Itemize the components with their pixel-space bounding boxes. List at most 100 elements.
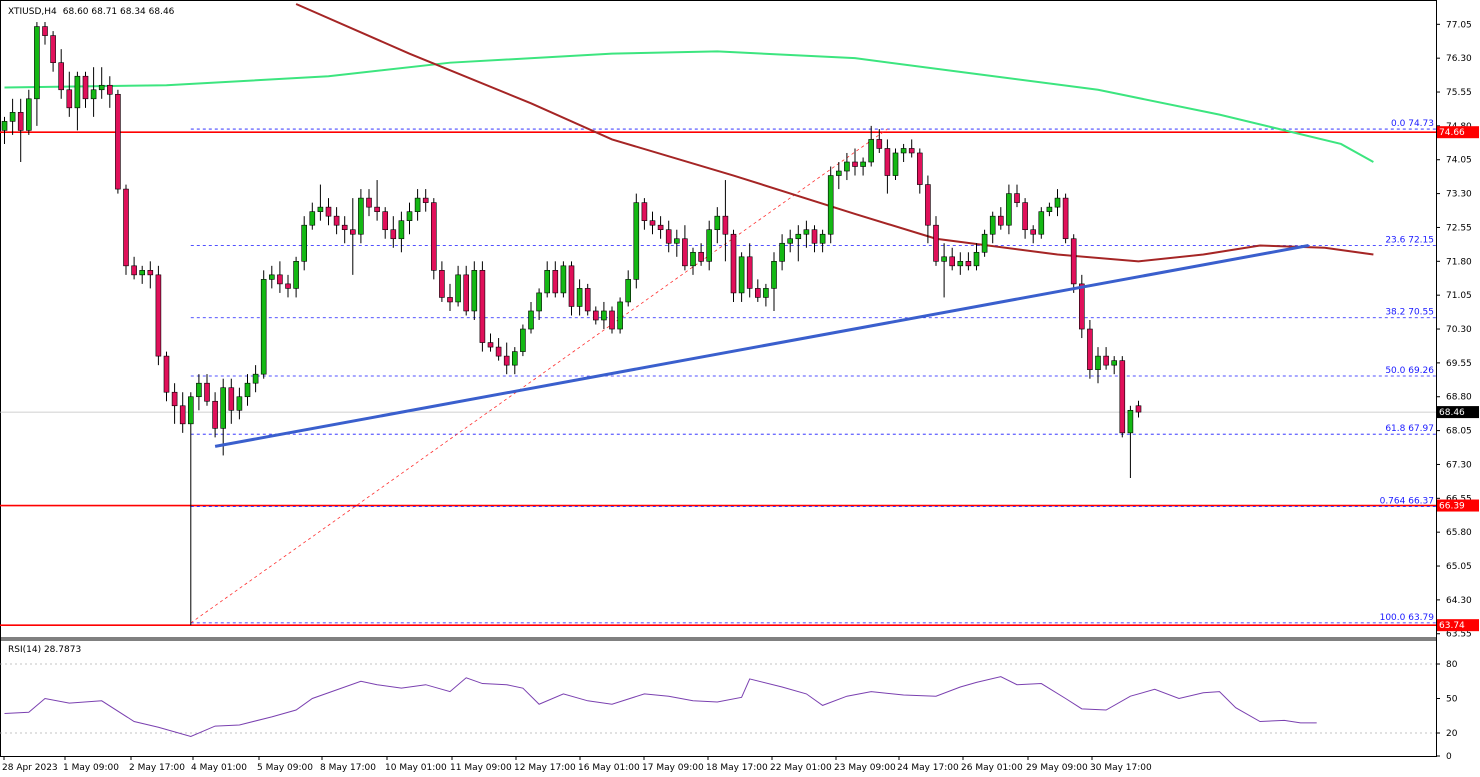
candle-body bbox=[228, 387, 235, 411]
candle-body bbox=[139, 270, 145, 276]
candle-body bbox=[455, 274, 461, 303]
candle-body bbox=[649, 220, 656, 226]
symbol-label: XTIUSD,H4 68.60 68.71 68.34 68.46 bbox=[8, 7, 175, 17]
candle bbox=[1095, 347, 1101, 384]
y-tick-label: 68.80 bbox=[1446, 393, 1472, 403]
candle bbox=[1030, 225, 1036, 244]
candle bbox=[698, 243, 704, 266]
candle bbox=[58, 49, 65, 99]
candle bbox=[34, 22, 40, 126]
x-tick-label: 24 May 17:00 bbox=[897, 763, 959, 773]
candle bbox=[74, 71, 81, 131]
candle bbox=[714, 207, 721, 244]
candle-body bbox=[50, 35, 56, 63]
candle-body bbox=[520, 328, 526, 352]
candle bbox=[115, 89, 121, 194]
candle bbox=[341, 216, 348, 244]
candle bbox=[989, 211, 996, 244]
candle bbox=[690, 247, 696, 275]
candle bbox=[325, 198, 332, 226]
candle-body bbox=[422, 197, 429, 203]
candle bbox=[406, 202, 413, 235]
candle bbox=[641, 198, 648, 230]
candle bbox=[155, 265, 162, 366]
candle bbox=[374, 180, 380, 221]
candle bbox=[82, 71, 89, 108]
candle-body bbox=[171, 391, 178, 407]
y-tick-label: 69.55 bbox=[1446, 359, 1472, 369]
candle-body bbox=[844, 161, 850, 172]
candle bbox=[1111, 356, 1117, 375]
candle-body bbox=[601, 310, 607, 321]
candle bbox=[787, 229, 794, 253]
candle bbox=[1038, 207, 1045, 239]
candle-body bbox=[1038, 211, 1045, 235]
candle bbox=[884, 139, 891, 194]
candle bbox=[544, 261, 551, 298]
candle-body bbox=[439, 270, 445, 298]
candle-body bbox=[592, 310, 599, 321]
chart-border bbox=[0, 0, 1437, 757]
candle-body bbox=[147, 270, 154, 276]
candle-body bbox=[107, 84, 113, 95]
candle bbox=[503, 342, 510, 375]
price-tag-text: 66.39 bbox=[1439, 502, 1465, 512]
candle-body bbox=[301, 224, 308, 262]
candle bbox=[649, 211, 656, 235]
candle bbox=[609, 306, 615, 334]
candle-body bbox=[989, 215, 996, 235]
y-tick-label: 70.30 bbox=[1446, 325, 1472, 335]
candle bbox=[1014, 184, 1020, 208]
candle bbox=[1, 116, 8, 144]
ascending-trendline bbox=[214, 244, 1309, 448]
candle bbox=[981, 229, 988, 257]
candle-body bbox=[771, 261, 777, 289]
candle-body bbox=[260, 279, 267, 375]
candle bbox=[876, 129, 883, 153]
candle bbox=[1062, 193, 1069, 244]
candle bbox=[358, 189, 364, 244]
time-axis: 28 Apr 2023 1 May 09:00 2 May 17:00 4 May 0… bbox=[2, 756, 1152, 773]
candle-body bbox=[374, 206, 380, 212]
candle-body bbox=[285, 283, 291, 289]
candle bbox=[422, 189, 429, 212]
price-tag-text: 63.74 bbox=[1439, 621, 1465, 631]
candle-body bbox=[730, 233, 737, 294]
candle bbox=[1070, 234, 1077, 293]
candle-body bbox=[188, 396, 194, 425]
candle-body bbox=[576, 288, 583, 307]
rsi-panel: 80 50 20 0 bbox=[0, 660, 1458, 762]
candle-body bbox=[447, 297, 453, 303]
candle-body bbox=[673, 238, 680, 244]
price-axis: 77.0576.3075.5574.8074.0573.3072.5571.80… bbox=[1436, 20, 1472, 640]
candle bbox=[163, 351, 170, 402]
candle-body bbox=[358, 197, 364, 235]
candle bbox=[965, 252, 972, 271]
x-tick-label: 29 May 09:00 bbox=[1026, 763, 1088, 773]
x-tick-label: 23 May 09:00 bbox=[834, 763, 896, 773]
candle bbox=[317, 184, 324, 221]
candle-body bbox=[34, 26, 40, 100]
y-tick-label: 67.30 bbox=[1446, 460, 1472, 470]
candle bbox=[366, 189, 372, 217]
candle-body bbox=[398, 220, 405, 240]
candle-body bbox=[479, 270, 486, 343]
candle-body bbox=[179, 405, 186, 425]
candle-body bbox=[1103, 355, 1109, 366]
fib-level-label: 23.6 72.15 bbox=[1385, 236, 1434, 246]
candle bbox=[835, 162, 842, 190]
horizontal-levels bbox=[0, 131, 1436, 626]
price-tag-bg bbox=[1437, 406, 1479, 419]
candle-body bbox=[1062, 197, 1069, 240]
candle-body bbox=[131, 265, 137, 276]
candle-body bbox=[17, 112, 24, 131]
candle bbox=[479, 261, 486, 352]
candle bbox=[511, 347, 518, 375]
candle bbox=[925, 175, 931, 244]
candle-body bbox=[544, 270, 551, 294]
rsi-tick-label: 80 bbox=[1446, 660, 1458, 670]
candle bbox=[1046, 202, 1053, 217]
x-tick-label: 22 May 01:00 bbox=[770, 763, 832, 773]
candle bbox=[301, 216, 308, 271]
fib-level-label: 0.764 66.37 bbox=[1380, 496, 1434, 506]
